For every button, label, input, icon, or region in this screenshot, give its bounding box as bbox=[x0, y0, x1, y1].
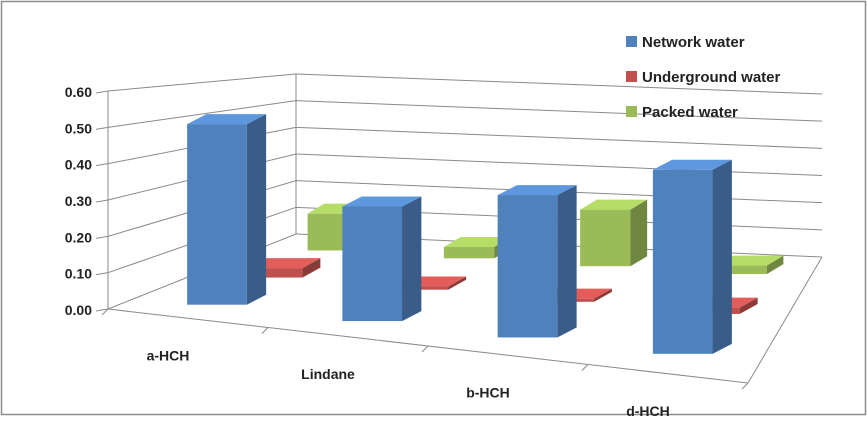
bar-side bbox=[712, 159, 732, 354]
bar-side bbox=[739, 297, 758, 314]
legend-label: Network water bbox=[642, 34, 745, 51]
legend: Network water Underground water Packed wat… bbox=[626, 34, 781, 121]
bar-front bbox=[342, 206, 403, 322]
axes: 0.00 0.10 0.20 0.30 0.40 0.50 0.60 a-HCH Lindane… bbox=[65, 74, 823, 419]
y-tick-mark bbox=[95, 163, 109, 167]
bar-side bbox=[557, 185, 577, 338]
gridline bbox=[107, 100, 297, 128]
y-tick-label: 0.50 bbox=[65, 120, 92, 136]
bar-front bbox=[187, 124, 247, 305]
gridline bbox=[295, 153, 823, 176]
gridline bbox=[295, 100, 823, 122]
bar-front bbox=[247, 268, 303, 278]
y-tick-mark bbox=[95, 272, 109, 276]
bar-front bbox=[497, 195, 558, 338]
bar bbox=[187, 114, 267, 305]
bar-side bbox=[302, 258, 321, 278]
y-tick-mark bbox=[95, 235, 109, 239]
y-tick-label: 0.30 bbox=[65, 193, 92, 209]
y-tick-label: 0.20 bbox=[65, 229, 92, 245]
bar-top bbox=[580, 199, 648, 210]
legend-swatch bbox=[626, 71, 637, 82]
y-tick-label: 0.00 bbox=[65, 302, 92, 318]
bar-front bbox=[580, 209, 631, 267]
bar bbox=[342, 196, 422, 322]
x-tick-label: Lindane bbox=[301, 366, 355, 382]
y-tick-mark bbox=[95, 308, 109, 312]
y-tick-mark bbox=[95, 199, 109, 203]
legend-label: Packed water bbox=[642, 104, 738, 121]
bar-top bbox=[716, 255, 784, 266]
bar-top bbox=[187, 114, 267, 125]
x-tick-mark bbox=[581, 364, 589, 371]
y-tick-label: 0.60 bbox=[65, 84, 92, 100]
bar-top bbox=[497, 185, 577, 196]
bar bbox=[497, 185, 577, 338]
x-tick-label: a-HCH bbox=[147, 347, 190, 363]
y-tick-label: 0.40 bbox=[65, 157, 92, 173]
bar-side bbox=[448, 276, 467, 290]
x-tick-mark bbox=[421, 345, 429, 353]
legend-label: Underground water bbox=[642, 69, 781, 86]
bars bbox=[187, 114, 784, 354]
bar-front bbox=[716, 265, 767, 275]
gridline bbox=[107, 73, 297, 92]
bar-side bbox=[246, 114, 267, 305]
x-tick-label: d-HCH bbox=[626, 403, 670, 416]
y-tick-label: 0.10 bbox=[65, 266, 92, 282]
bar-side bbox=[593, 288, 612, 302]
gridline bbox=[295, 126, 823, 149]
bar-side bbox=[402, 196, 422, 322]
bar-top bbox=[342, 196, 422, 207]
bar bbox=[716, 255, 784, 275]
x-tick-label: b-HCH bbox=[466, 384, 510, 400]
y-tick-mark bbox=[95, 90, 109, 94]
bar-front bbox=[443, 247, 495, 259]
floor-right-edge bbox=[747, 256, 823, 384]
bar-side bbox=[630, 199, 648, 267]
bar-side bbox=[766, 255, 784, 275]
x-tick-mark bbox=[261, 327, 269, 334]
bar-front bbox=[652, 169, 713, 354]
x-tick-mark bbox=[741, 382, 749, 390]
gridlines bbox=[107, 73, 823, 310]
legend-swatch bbox=[626, 106, 637, 117]
y-tick-mark bbox=[95, 126, 109, 130]
gridline bbox=[295, 73, 823, 95]
bar-top bbox=[652, 159, 732, 170]
bar-top bbox=[443, 237, 511, 248]
bar bbox=[580, 199, 648, 267]
legend-swatch bbox=[626, 36, 637, 47]
x-tick-mark bbox=[101, 308, 109, 316]
bar bbox=[652, 159, 732, 354]
